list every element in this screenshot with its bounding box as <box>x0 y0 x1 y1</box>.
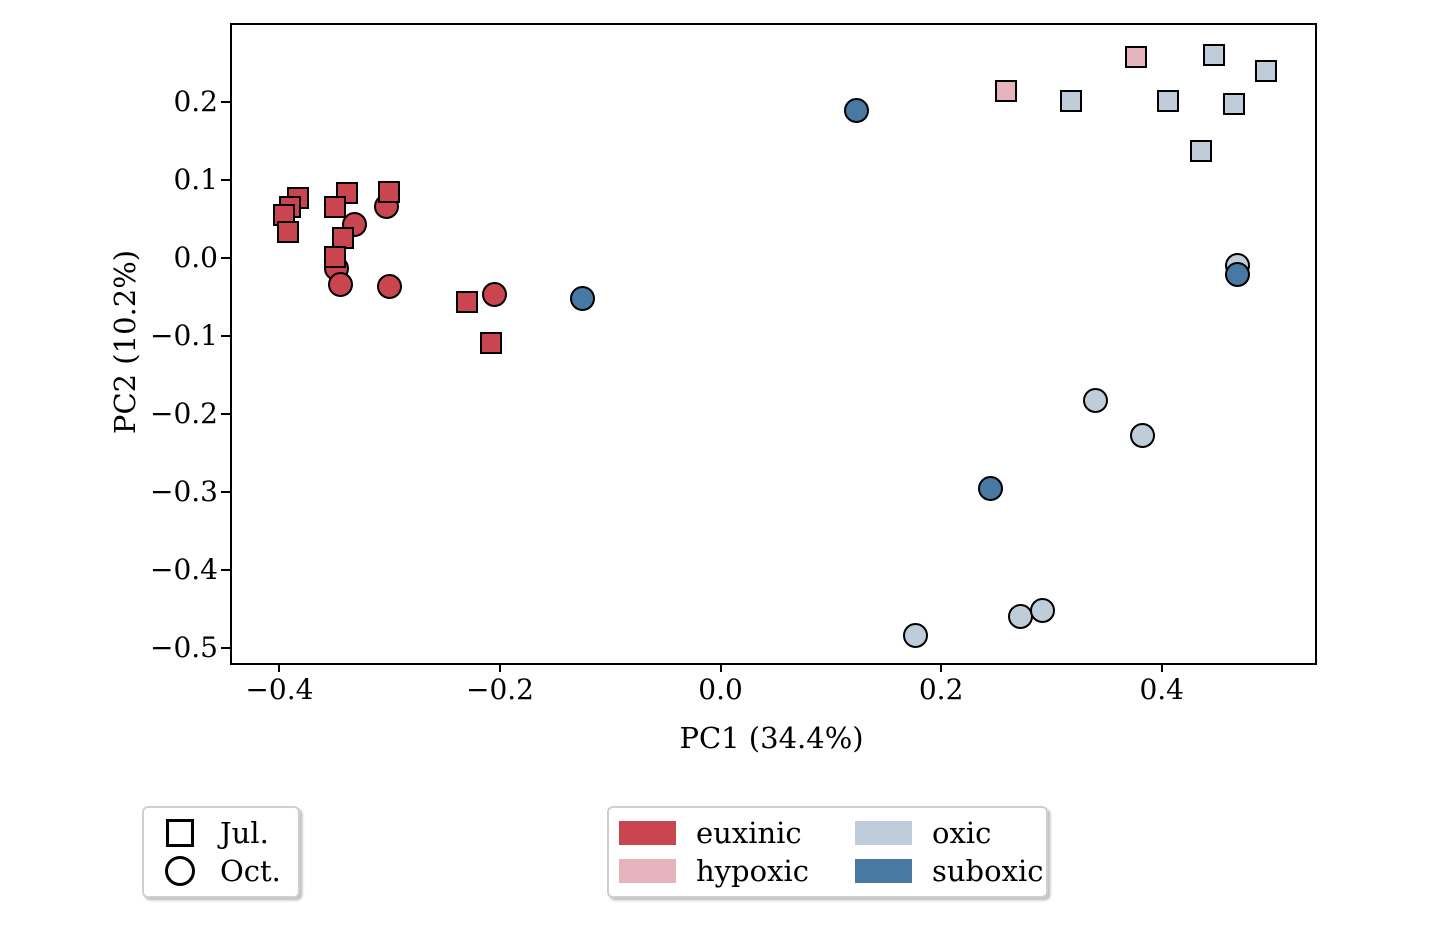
month-legend: Jul. Oct. <box>142 806 300 898</box>
x-axis-tick <box>1160 663 1163 672</box>
hypoxic-color-swatch <box>619 859 676 883</box>
suboxic-color-swatch <box>855 859 912 883</box>
circle-marker-icon <box>165 856 195 886</box>
x-axis-tick <box>719 663 722 672</box>
euxinic-color-swatch <box>619 821 676 845</box>
x-axis-tick-label: 0.2 <box>918 673 964 706</box>
y-axis-tick-label: 0.1 <box>173 163 218 197</box>
scatter-marker-hypoxic-jul <box>995 79 1018 102</box>
legend-item-jul: Jul. <box>164 816 298 850</box>
condition-legend: euxinic oxic hypoxic suboxic <box>607 806 1048 898</box>
x-axis-tick <box>498 663 501 672</box>
legend-label-jul: Jul. <box>220 815 269 850</box>
y-axis-tick <box>221 101 230 104</box>
y-axis-tick <box>221 413 230 416</box>
y-axis-tick <box>221 491 230 494</box>
legend-label-oxic: oxic <box>932 815 992 850</box>
scatter-marker-oxic-oct <box>1130 422 1156 448</box>
scatter-marker-oxic-jul <box>1157 89 1180 112</box>
x-axis-tick-label: 0.0 <box>698 673 743 706</box>
scatter-marker-suboxic-oct <box>1225 262 1251 288</box>
scatter-marker-euxinic-oct <box>481 282 507 308</box>
y-axis-tick <box>221 569 230 572</box>
y-axis-tick <box>221 257 230 260</box>
scatter-marker-oxic-jul <box>1202 43 1225 66</box>
scatter-marker-oxic-jul <box>1255 60 1278 83</box>
scatter-marker-euxinic-jul <box>377 180 400 203</box>
scatter-marker-oxic-jul <box>1190 139 1213 162</box>
legend-item-euxinic: euxinic <box>619 815 855 851</box>
x-axis-tick-label: 0.4 <box>1139 673 1184 706</box>
oxic-color-swatch <box>855 821 912 845</box>
y-axis-tick-label: −0.4 <box>150 553 218 587</box>
scatter-marker-oxic-oct <box>903 623 929 649</box>
scatter-marker-euxinic-oct <box>327 272 353 298</box>
scatter-marker-suboxic-oct <box>570 286 596 312</box>
x-axis-tick-label: −0.2 <box>465 673 534 706</box>
scatter-marker-oxic-oct <box>1030 598 1056 624</box>
scatter-marker-suboxic-oct <box>843 98 869 124</box>
scatter-marker-euxinic-jul <box>480 332 503 355</box>
y-axis-tick <box>221 647 230 650</box>
legend-label-oct: Oct. <box>220 853 281 888</box>
legend-item-oxic: oxic <box>855 815 1046 851</box>
scatter-marker-suboxic-oct <box>978 475 1004 501</box>
y-axis-tick-label: −0.3 <box>150 475 218 509</box>
scatter-marker-euxinic-oct <box>377 273 403 299</box>
legend-label-hypoxic: hypoxic <box>696 853 809 888</box>
x-axis-tick-label: −0.4 <box>245 673 314 706</box>
legend-label-euxinic: euxinic <box>696 815 802 850</box>
square-marker-icon <box>166 819 194 847</box>
y-axis-tick-label: −0.1 <box>150 319 218 353</box>
scatter-marker-euxinic-jul <box>277 220 300 243</box>
x-axis-tick <box>278 663 281 672</box>
legend-item-suboxic: suboxic <box>855 853 1046 889</box>
scatter-marker-hypoxic-jul <box>1125 45 1148 68</box>
y-axis-tick <box>221 179 230 182</box>
legend-label-suboxic: suboxic <box>932 853 1044 888</box>
y-axis-tick-label: −0.2 <box>150 397 218 431</box>
y-axis-tick <box>221 335 230 338</box>
legend-item-hypoxic: hypoxic <box>619 853 855 889</box>
y-axis-tick-label: 0.2 <box>173 85 218 119</box>
x-axis-tick <box>940 663 943 672</box>
scatter-marker-euxinic-jul <box>323 195 346 218</box>
scatter-marker-euxinic-jul <box>323 245 346 268</box>
scatter-marker-oxic-jul <box>1060 90 1083 113</box>
x-axis-title: PC1 (34.4%) <box>679 721 864 755</box>
plot-area: −0.4 −0.2 0.0 0.2 0.4 0.2 0.1 0.0 −0.1 −0.2 −0.3 −0… <box>150 23 1317 705</box>
scatter-marker-euxinic-jul <box>455 290 478 313</box>
legend-item-oct: Oct. <box>164 854 298 888</box>
y-axis-tick-label: −0.5 <box>150 631 218 665</box>
scatter-marker-oxic-jul <box>1223 92 1246 115</box>
y-axis-tick-label: 0.0 <box>173 241 218 275</box>
scatter-marker-oxic-oct <box>1083 387 1109 413</box>
